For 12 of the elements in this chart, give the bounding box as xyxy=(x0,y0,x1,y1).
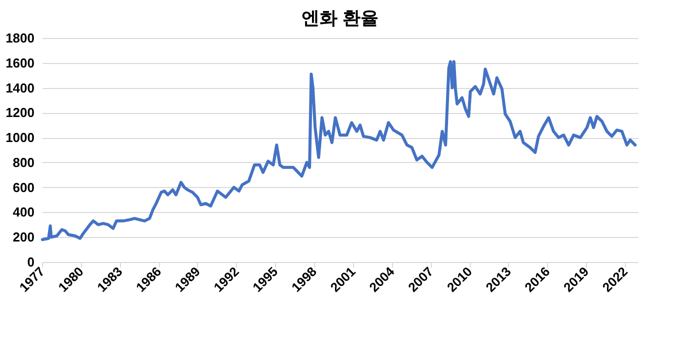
y-tick-label: 0 xyxy=(27,254,34,270)
y-tick-label: 1400 xyxy=(6,80,34,96)
y-tick-label: 200 xyxy=(12,230,34,245)
y-tick-label: 800 xyxy=(12,154,34,170)
y-tick-label: 1200 xyxy=(6,105,34,120)
chart-title: 엔화 환율 xyxy=(301,8,379,28)
y-tick-label: 400 xyxy=(12,204,34,220)
y-tick-label: 1000 xyxy=(6,130,34,146)
y-tick-label: 600 xyxy=(12,180,34,195)
y-tick-label: 1800 xyxy=(6,30,34,46)
y-tick-label: 1600 xyxy=(6,55,34,70)
line-series xyxy=(40,60,637,242)
